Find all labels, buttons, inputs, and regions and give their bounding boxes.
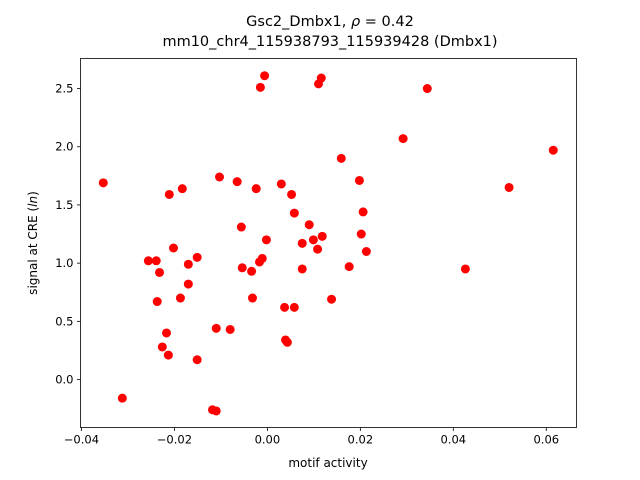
data-point [192, 355, 202, 365]
data-point [168, 243, 178, 253]
x-tick-label: −0.02 [157, 433, 192, 447]
data-point [247, 266, 257, 276]
data-point [177, 184, 187, 194]
data-point [211, 406, 221, 416]
data-point [356, 229, 366, 239]
data-point [327, 294, 337, 304]
data-point [157, 342, 167, 352]
data-point [255, 82, 265, 92]
ylabel-prefix: signal at CRE ( [26, 207, 40, 295]
x-tick-label: 0.00 [255, 433, 281, 447]
data-point [214, 172, 224, 182]
data-point [336, 153, 346, 163]
data-point [152, 297, 162, 307]
data-point [155, 267, 165, 277]
data-point [183, 279, 193, 289]
x-tick-label: −0.04 [64, 433, 99, 447]
data-point [117, 393, 127, 403]
title-rho: ρ [350, 14, 361, 30]
data-point [192, 252, 202, 262]
data-point [261, 235, 271, 245]
data-point [236, 222, 246, 232]
points-layer [98, 71, 558, 416]
y-tick-label: 0.0 [55, 373, 73, 387]
y-axis: 0.0 0.5 1.0 1.5 2.0 2.5 [55, 82, 81, 387]
data-point [247, 293, 257, 303]
data-point [232, 177, 242, 187]
data-point [225, 324, 235, 334]
data-point [548, 145, 558, 155]
axes-frame [80, 58, 577, 428]
y-tick-label: 0.5 [55, 314, 73, 328]
chart-title-line1: Gsc2_Dmbx1, ρ = 0.42 [0, 14, 640, 30]
data-point [276, 179, 286, 189]
data-point [211, 323, 221, 333]
data-point [183, 259, 193, 269]
data-point [287, 189, 297, 199]
data-point [504, 182, 514, 192]
data-point [308, 235, 318, 245]
data-point [297, 264, 307, 274]
y-tick-label: 2.0 [55, 140, 73, 154]
y-tick-label: 1.5 [55, 198, 73, 212]
ylabel-suffix: ) [26, 191, 40, 196]
data-point [143, 256, 153, 266]
data-point [161, 328, 171, 338]
data-point [354, 175, 364, 185]
data-point [361, 246, 371, 256]
data-point [175, 293, 185, 303]
data-point [251, 184, 261, 194]
data-point [317, 231, 327, 241]
data-point [151, 256, 161, 266]
data-point [398, 134, 408, 144]
x-axis: −0.04 −0.02 0.00 0.02 0.04 0.06 [64, 427, 559, 447]
data-point [163, 350, 173, 360]
data-point [304, 220, 314, 230]
ylabel-italic: ln [26, 196, 40, 207]
x-tick-label: 0.06 [533, 433, 559, 447]
data-point [460, 264, 470, 274]
data-point [358, 207, 368, 217]
data-point [280, 302, 290, 312]
data-point [314, 79, 324, 89]
x-tick-label: 0.04 [441, 433, 467, 447]
data-point [282, 337, 292, 347]
data-point [260, 71, 270, 81]
data-point [237, 263, 247, 273]
title-suffix: = 0.42 [360, 14, 414, 30]
data-point [289, 302, 299, 312]
chart-title-line2: mm10_chr4_115938793_115939428 (Dmbx1) [162, 34, 498, 50]
data-point [297, 238, 307, 248]
data-point [254, 257, 264, 267]
x-tick-label: 0.02 [348, 433, 374, 447]
x-axis-label: motif activity [288, 456, 367, 470]
data-point [289, 208, 299, 218]
data-point [422, 84, 432, 94]
y-tick-label: 1.0 [55, 256, 73, 270]
data-point [344, 262, 354, 272]
data-point [313, 244, 323, 254]
y-tick-label: 2.5 [55, 82, 73, 96]
y-axis-label: signal at CRE (ln) [26, 191, 40, 295]
data-point [164, 189, 174, 199]
data-point [98, 178, 108, 188]
title-prefix: Gsc2_Dmbx1, [246, 14, 351, 30]
